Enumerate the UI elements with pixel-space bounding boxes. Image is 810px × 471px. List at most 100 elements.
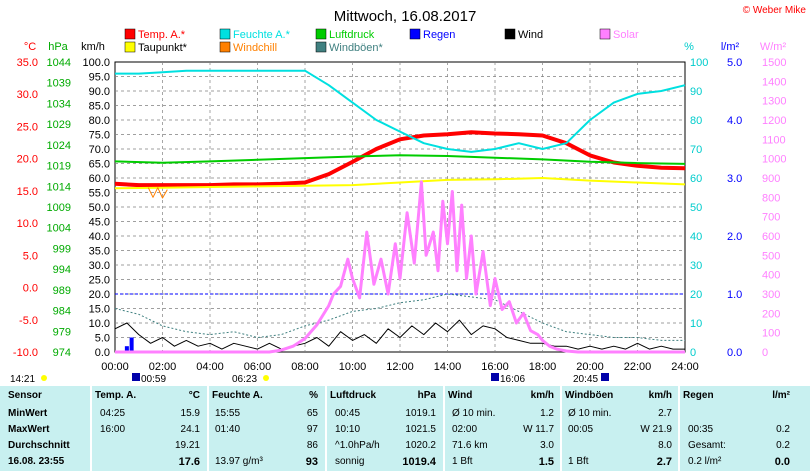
- press-tick: 1014: [47, 181, 71, 193]
- table-separator: [325, 386, 327, 471]
- wind-tick: 20.0: [89, 289, 110, 301]
- row-label: Durchschnitt: [8, 440, 70, 451]
- rain-time: Gesamt:: [688, 440, 726, 451]
- legend-swatch: [124, 41, 136, 53]
- x-tick: 24:00: [671, 361, 699, 373]
- wind-value: 1.2: [540, 408, 554, 419]
- press-value: 1019.1: [405, 408, 436, 419]
- hum-tick: 40: [690, 231, 702, 243]
- press-tick: 1024: [47, 140, 71, 152]
- rain-tick: 2.0: [727, 231, 742, 243]
- legend-label: Windböen*: [329, 42, 384, 54]
- header-temp: Temp. A.: [95, 390, 137, 401]
- row-label: 16.08. 23:55: [8, 456, 65, 467]
- wind-tick: 15.0: [89, 304, 110, 316]
- x-tick: 10:00: [339, 361, 367, 373]
- time-sunrise: 00:59: [141, 374, 166, 385]
- wind-tick: 10.0: [89, 318, 110, 330]
- wind-tick: 45.0: [89, 217, 110, 229]
- wind-time: 02:00: [452, 424, 478, 435]
- legend-label: Feuchte A.*: [233, 29, 291, 41]
- header-wind-unit: km/h: [530, 390, 554, 401]
- copyright: © Weber Mike: [743, 5, 807, 16]
- header-temp-unit: °C: [188, 390, 200, 401]
- hum-value: 86: [306, 440, 318, 451]
- weather-chart: Mittwoch, 16.08.2017 © Weber Mike Temp. A.…: [10, 5, 807, 385]
- rain-bar: [129, 337, 134, 352]
- legend-swatch: [409, 28, 421, 40]
- x-tick: 12:00: [386, 361, 414, 373]
- header-gust: Windböen: [565, 390, 614, 401]
- press-tick: 984: [53, 306, 71, 318]
- hum-tick: 0: [690, 347, 696, 359]
- wind-time: 1 Bft: [452, 456, 473, 467]
- gust-time: 00:05: [568, 424, 594, 435]
- solar-tick: 1200: [762, 115, 786, 127]
- temp-value: 24.1: [180, 424, 200, 435]
- series-luftdruck: [114, 154, 686, 165]
- press-time: sonnig: [335, 456, 365, 467]
- x-tick: 04:00: [196, 361, 224, 373]
- press-time: 00:45: [335, 408, 361, 419]
- x-tick: 14:00: [434, 361, 462, 373]
- temp-tick: 35.0: [17, 57, 38, 69]
- stats-table: Sensor Temp. A. °C Feuchte A.% Luftdruck hPa W…: [0, 386, 810, 471]
- rain-tick: 3.0: [727, 173, 742, 185]
- temp-value: 19.21: [174, 440, 200, 451]
- x-tick: 18:00: [529, 361, 557, 373]
- hum-tick: 10: [690, 318, 702, 330]
- press-tick: 999: [53, 243, 71, 255]
- header-rain-unit: l/m²: [772, 390, 790, 401]
- gust-value: 2.7: [658, 408, 672, 419]
- temp-tick: 5.0: [23, 250, 38, 262]
- legend-label: Temp. A.*: [138, 29, 186, 41]
- press-time: 10:10: [335, 424, 361, 435]
- wind-tick: 55.0: [89, 188, 110, 200]
- sun-icon: [263, 375, 269, 381]
- wind-tick: 65.0: [89, 159, 110, 171]
- hum-tick: 70: [690, 144, 702, 156]
- hum-unit: %: [684, 41, 694, 53]
- time-t1: 06:23: [232, 374, 257, 385]
- temp-value: 17.6: [178, 456, 200, 468]
- legend-label: Wind: [518, 29, 543, 41]
- temp-value: 15.9: [180, 408, 200, 419]
- wind-unit: km/h: [81, 41, 105, 53]
- press-tick: 979: [53, 326, 71, 338]
- gust-time: Ø 10 min.: [568, 408, 612, 419]
- legend-label: Solar: [613, 29, 639, 41]
- temp-tick: 15.0: [17, 186, 38, 198]
- wind-time: Ø 10 min.: [452, 408, 496, 419]
- wind-tick: 95.0: [89, 72, 110, 84]
- rain-time: 0.2 l/m²: [688, 456, 722, 467]
- rain-tick: 4.0: [727, 115, 742, 127]
- series-wind: [114, 319, 685, 350]
- wind-tick: 35.0: [89, 246, 110, 258]
- time-left: 14:21: [10, 374, 35, 385]
- solar-tick: 100: [762, 328, 780, 340]
- hum-time: 15:55: [215, 408, 241, 419]
- temp-tick: 10.0: [17, 218, 38, 230]
- legend-swatch: [219, 28, 231, 40]
- wind-tick: 75.0: [89, 130, 110, 142]
- solar-tick: 500: [762, 250, 780, 262]
- press-value: 1020.2: [405, 440, 436, 451]
- solar-tick: 1000: [762, 154, 786, 166]
- wind-tick: 85.0: [89, 101, 110, 113]
- legend-swatch: [504, 28, 516, 40]
- wind-tick: 60.0: [89, 173, 110, 185]
- series-feuchte-a: [115, 69, 686, 153]
- solar-tick: 700: [762, 212, 780, 224]
- wind-tick: 70.0: [89, 144, 110, 156]
- series-windchill: [147, 187, 168, 199]
- wind-tick: 5.0: [95, 333, 110, 345]
- wind-tick: 40.0: [89, 231, 110, 243]
- hum-tick: 80: [690, 115, 702, 127]
- press-tick: 989: [53, 285, 71, 297]
- gust-time: 1 Bft: [568, 456, 589, 467]
- header-rain: Regen: [683, 390, 714, 401]
- legend-swatch: [315, 28, 327, 40]
- press-tick: 1004: [47, 223, 71, 235]
- temp-tick: -10.0: [13, 347, 38, 359]
- series-temp-a: [114, 130, 686, 188]
